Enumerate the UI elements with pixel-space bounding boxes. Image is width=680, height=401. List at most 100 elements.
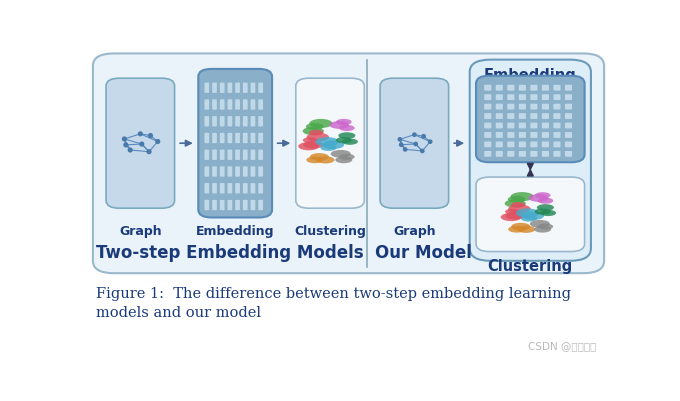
FancyBboxPatch shape <box>554 85 560 91</box>
FancyBboxPatch shape <box>542 95 549 101</box>
Text: Graph: Graph <box>119 224 162 237</box>
FancyBboxPatch shape <box>554 95 560 101</box>
Ellipse shape <box>322 141 344 150</box>
Text: Embedding: Embedding <box>484 68 577 83</box>
Ellipse shape <box>534 209 551 215</box>
FancyBboxPatch shape <box>565 95 572 101</box>
Ellipse shape <box>521 216 537 222</box>
FancyBboxPatch shape <box>519 152 526 157</box>
Ellipse shape <box>316 138 339 147</box>
Ellipse shape <box>403 148 407 152</box>
FancyBboxPatch shape <box>228 100 233 110</box>
FancyBboxPatch shape <box>228 117 233 127</box>
FancyBboxPatch shape <box>212 200 217 211</box>
Ellipse shape <box>399 143 403 148</box>
FancyBboxPatch shape <box>212 100 217 110</box>
FancyBboxPatch shape <box>542 142 549 148</box>
Ellipse shape <box>146 150 152 155</box>
FancyBboxPatch shape <box>258 83 263 94</box>
FancyBboxPatch shape <box>519 123 526 129</box>
FancyBboxPatch shape <box>496 123 503 129</box>
FancyBboxPatch shape <box>243 167 248 177</box>
FancyBboxPatch shape <box>519 104 526 110</box>
FancyBboxPatch shape <box>212 150 217 160</box>
Ellipse shape <box>316 157 335 164</box>
FancyBboxPatch shape <box>243 184 248 194</box>
Ellipse shape <box>123 143 129 148</box>
Ellipse shape <box>309 130 324 136</box>
FancyBboxPatch shape <box>519 133 526 138</box>
Ellipse shape <box>336 138 352 144</box>
FancyBboxPatch shape <box>220 200 224 211</box>
FancyBboxPatch shape <box>565 104 572 110</box>
Ellipse shape <box>299 143 319 151</box>
FancyBboxPatch shape <box>496 114 503 119</box>
Ellipse shape <box>310 154 329 161</box>
FancyBboxPatch shape <box>507 133 514 138</box>
Ellipse shape <box>138 132 143 137</box>
FancyBboxPatch shape <box>205 150 209 160</box>
FancyBboxPatch shape <box>93 54 604 273</box>
FancyBboxPatch shape <box>507 142 514 148</box>
FancyBboxPatch shape <box>470 61 591 261</box>
FancyBboxPatch shape <box>542 123 549 129</box>
FancyBboxPatch shape <box>106 79 175 209</box>
FancyBboxPatch shape <box>519 95 526 101</box>
FancyBboxPatch shape <box>205 117 209 127</box>
Ellipse shape <box>538 224 553 230</box>
Ellipse shape <box>335 157 352 164</box>
FancyBboxPatch shape <box>496 85 503 91</box>
FancyBboxPatch shape <box>496 152 503 157</box>
Ellipse shape <box>306 124 324 131</box>
Ellipse shape <box>303 142 323 149</box>
Text: Clustering: Clustering <box>488 258 573 273</box>
FancyBboxPatch shape <box>235 83 240 94</box>
FancyBboxPatch shape <box>235 117 240 127</box>
Text: Our Model: Our Model <box>375 243 472 261</box>
Ellipse shape <box>508 205 530 214</box>
Ellipse shape <box>537 205 554 211</box>
FancyBboxPatch shape <box>250 184 255 194</box>
FancyBboxPatch shape <box>250 167 255 177</box>
Ellipse shape <box>339 154 355 160</box>
Ellipse shape <box>307 134 329 142</box>
FancyBboxPatch shape <box>235 100 240 110</box>
FancyBboxPatch shape <box>205 100 209 110</box>
FancyBboxPatch shape <box>554 104 560 110</box>
FancyBboxPatch shape <box>496 142 503 148</box>
FancyBboxPatch shape <box>228 134 233 144</box>
Ellipse shape <box>303 138 318 144</box>
FancyBboxPatch shape <box>250 83 255 94</box>
FancyBboxPatch shape <box>554 114 560 119</box>
FancyBboxPatch shape <box>507 95 514 101</box>
FancyBboxPatch shape <box>243 134 248 144</box>
Ellipse shape <box>320 145 337 152</box>
Text: Clustering: Clustering <box>294 224 366 237</box>
FancyBboxPatch shape <box>484 104 492 110</box>
Ellipse shape <box>412 133 417 138</box>
Ellipse shape <box>122 137 127 142</box>
FancyBboxPatch shape <box>507 104 514 110</box>
FancyBboxPatch shape <box>212 167 217 177</box>
FancyBboxPatch shape <box>212 117 217 127</box>
FancyBboxPatch shape <box>542 114 549 119</box>
Ellipse shape <box>413 142 418 147</box>
Ellipse shape <box>339 133 356 140</box>
FancyBboxPatch shape <box>542 152 549 157</box>
Text: CSDN @嫩刀韭菜: CSDN @嫩刀韭菜 <box>528 341 596 351</box>
FancyBboxPatch shape <box>205 134 209 144</box>
FancyBboxPatch shape <box>258 117 263 127</box>
FancyBboxPatch shape <box>258 200 263 211</box>
FancyBboxPatch shape <box>484 114 492 119</box>
Ellipse shape <box>511 223 530 231</box>
FancyBboxPatch shape <box>235 184 240 194</box>
Ellipse shape <box>148 134 153 139</box>
Ellipse shape <box>530 221 550 228</box>
FancyBboxPatch shape <box>250 117 255 127</box>
Ellipse shape <box>511 192 534 202</box>
FancyBboxPatch shape <box>554 142 560 148</box>
FancyBboxPatch shape <box>220 134 224 144</box>
FancyBboxPatch shape <box>220 100 224 110</box>
Ellipse shape <box>398 138 403 142</box>
FancyBboxPatch shape <box>258 184 263 194</box>
